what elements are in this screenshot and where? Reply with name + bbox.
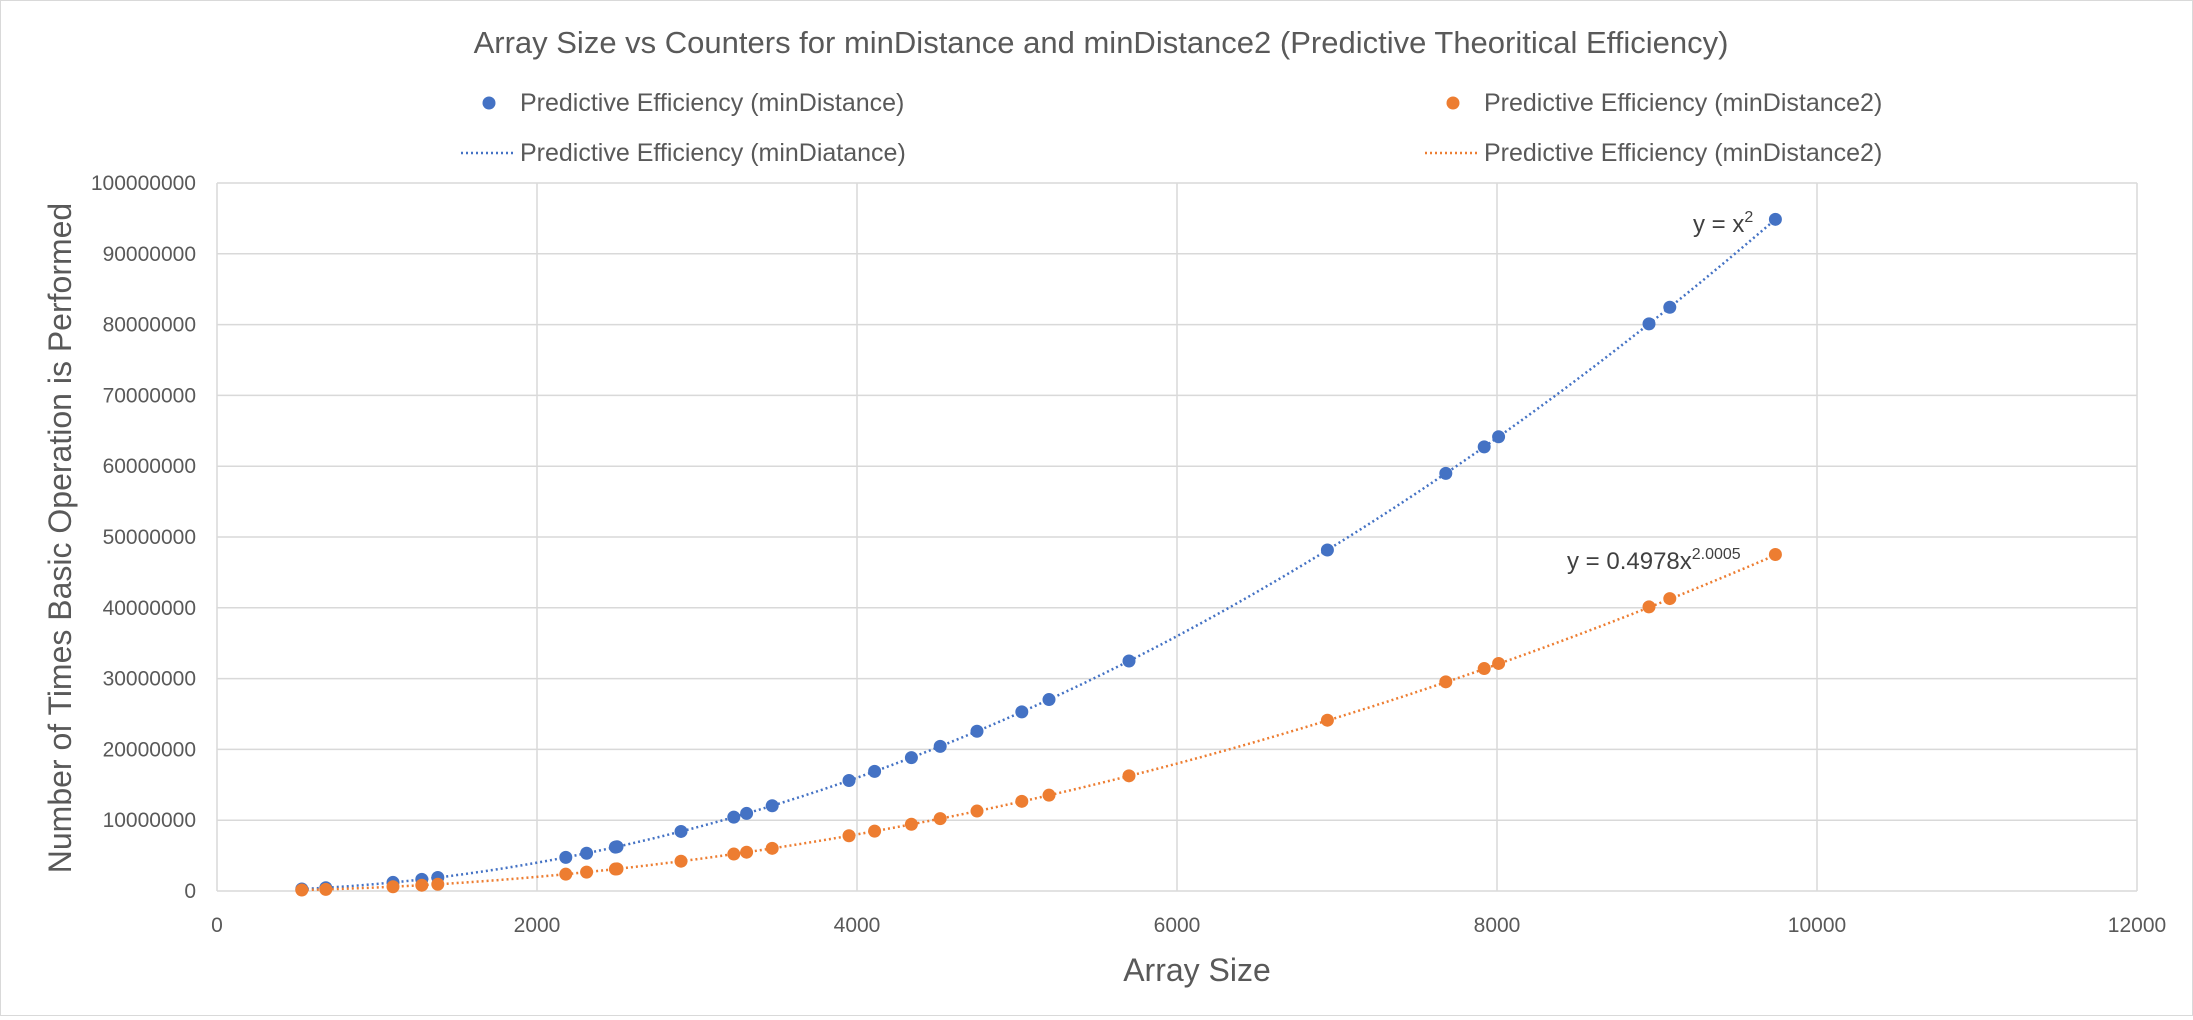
data-point-series-1[interactable] (1122, 769, 1136, 783)
data-point-series-0[interactable] (1663, 300, 1677, 314)
y-tick-label: 60000000 (103, 455, 196, 478)
trendline-equation-0-base: y = x (1693, 211, 1744, 238)
legend-marker-series-0 (482, 96, 496, 110)
legend-label-trendline-0: Predictive Efficiency (minDiatance) (520, 139, 906, 167)
data-point-series-0[interactable] (1492, 430, 1506, 444)
x-tick-label: 4000 (834, 914, 881, 937)
y-tick-label: 40000000 (103, 597, 196, 620)
data-point-series-1[interactable] (1042, 788, 1056, 802)
data-point-series-1[interactable] (1663, 592, 1677, 606)
legend-label-series-1: Predictive Efficiency (minDistance2) (1484, 89, 1882, 117)
data-point-series-0[interactable] (842, 774, 856, 788)
data-point-series-1[interactable] (674, 854, 688, 868)
data-point-series-0[interactable] (933, 739, 947, 753)
data-point-series-0[interactable] (904, 751, 918, 765)
data-point-series-0[interactable] (765, 799, 779, 813)
y-tick-label: 80000000 (103, 314, 196, 337)
data-point-series-1[interactable] (1477, 662, 1491, 676)
data-point-series-1[interactable] (765, 841, 779, 855)
x-axis-title: Array Size (1123, 952, 1271, 988)
data-point-series-0[interactable] (610, 840, 624, 854)
data-point-series-1[interactable] (842, 829, 856, 843)
trendline-equation-1-power: 2.0005 (1692, 546, 1741, 563)
legend-label-trendline-1: Predictive Efficiency (minDistance2) (1484, 139, 1882, 167)
data-point-series-0[interactable] (740, 806, 754, 820)
data-point-series-0[interactable] (1015, 705, 1029, 719)
data-point-series-0[interactable] (580, 846, 594, 860)
x-tick-label: 6000 (1154, 914, 1201, 937)
data-point-series-1[interactable] (386, 880, 400, 894)
data-point-series-0[interactable] (868, 764, 882, 778)
trendline-equation-0-power: 2 (1744, 209, 1753, 226)
data-point-series-0[interactable] (1042, 693, 1056, 707)
trendline-1 (301, 553, 1776, 892)
data-point-series-1[interactable] (415, 878, 429, 892)
data-point-series-1[interactable] (559, 867, 573, 881)
y-tick-label: 30000000 (103, 668, 196, 691)
data-point-series-1[interactable] (295, 883, 309, 897)
data-point-series-1[interactable] (970, 804, 984, 818)
data-point-series-1[interactable] (740, 845, 754, 859)
data-point-series-1[interactable] (431, 877, 445, 891)
data-point-series-0[interactable] (1320, 543, 1334, 557)
legend-item-series-0[interactable]: Predictive Efficiency (minDistance) (482, 89, 905, 117)
trendline-equation-1-base: y = 0.4978x (1567, 548, 1692, 575)
x-tick-label: 12000 (2108, 914, 2166, 937)
data-point-series-0[interactable] (1477, 440, 1491, 454)
x-tick-label: 2000 (514, 914, 561, 937)
data-point-series-0[interactable] (727, 810, 741, 824)
chart-legend: Predictive Efficiency (minDistance) Pred… (461, 89, 1882, 167)
legend-item-trendline-0[interactable]: Predictive Efficiency (minDiatance) (461, 139, 906, 167)
data-point-series-1[interactable] (904, 817, 918, 831)
legend-label-series-0: Predictive Efficiency (minDistance) (520, 89, 904, 117)
y-tick-label: 20000000 (103, 738, 196, 761)
y-tick-label: 90000000 (103, 243, 196, 266)
plot-area: 0 10000000 20000000 30000000 40000000 5000000… (91, 172, 2166, 937)
y-axis-title: Number of Times Basic Operation is Perfo… (42, 203, 78, 873)
chart-title: Array Size vs Counters for minDistance a… (474, 25, 1729, 60)
data-point-series-1[interactable] (1492, 656, 1506, 670)
data-point-series-1[interactable] (868, 824, 882, 838)
y-tick-label: 70000000 (103, 384, 196, 407)
x-tick-label: 0 (211, 914, 223, 937)
legend-item-trendline-1[interactable]: Predictive Efficiency (minDistance2) (1425, 139, 1882, 167)
data-point-series-1[interactable] (610, 862, 624, 876)
data-point-series-0[interactable] (970, 724, 984, 738)
y-tick-label: 0 (184, 880, 196, 903)
data-point-series-1[interactable] (1642, 600, 1656, 614)
data-point-series-1[interactable] (933, 812, 947, 826)
data-point-series-1[interactable] (727, 847, 741, 861)
trendline-0 (301, 218, 1777, 891)
y-tick-label: 50000000 (103, 526, 196, 549)
data-point-series-0[interactable] (674, 824, 688, 838)
data-point-series-1[interactable] (1439, 675, 1453, 689)
data-point-series-0[interactable] (1642, 317, 1656, 331)
x-tick-label: 10000 (1788, 914, 1846, 937)
x-tick-label: 8000 (1474, 914, 1521, 937)
data-point-series-1[interactable] (1015, 794, 1029, 808)
legend-item-series-1[interactable]: Predictive Efficiency (minDistance2) (1446, 89, 1883, 117)
data-point-series-1[interactable] (1768, 548, 1782, 562)
y-tick-label: 100000000 (91, 172, 196, 195)
data-point-series-0[interactable] (1122, 654, 1136, 668)
data-point-series-0[interactable] (1768, 212, 1782, 226)
trendline-equation-0: y = x2 (1693, 209, 1753, 238)
data-point-series-1[interactable] (580, 865, 594, 879)
data-point-series-0[interactable] (559, 850, 573, 864)
legend-marker-series-1 (1446, 96, 1460, 110)
data-point-series-1[interactable] (1320, 713, 1334, 727)
data-point-series-0[interactable] (1439, 466, 1453, 480)
trendline-equation-1: y = 0.4978x2.0005 (1567, 546, 1741, 575)
data-point-series-1[interactable] (319, 882, 333, 896)
y-tick-label: 10000000 (103, 809, 196, 832)
